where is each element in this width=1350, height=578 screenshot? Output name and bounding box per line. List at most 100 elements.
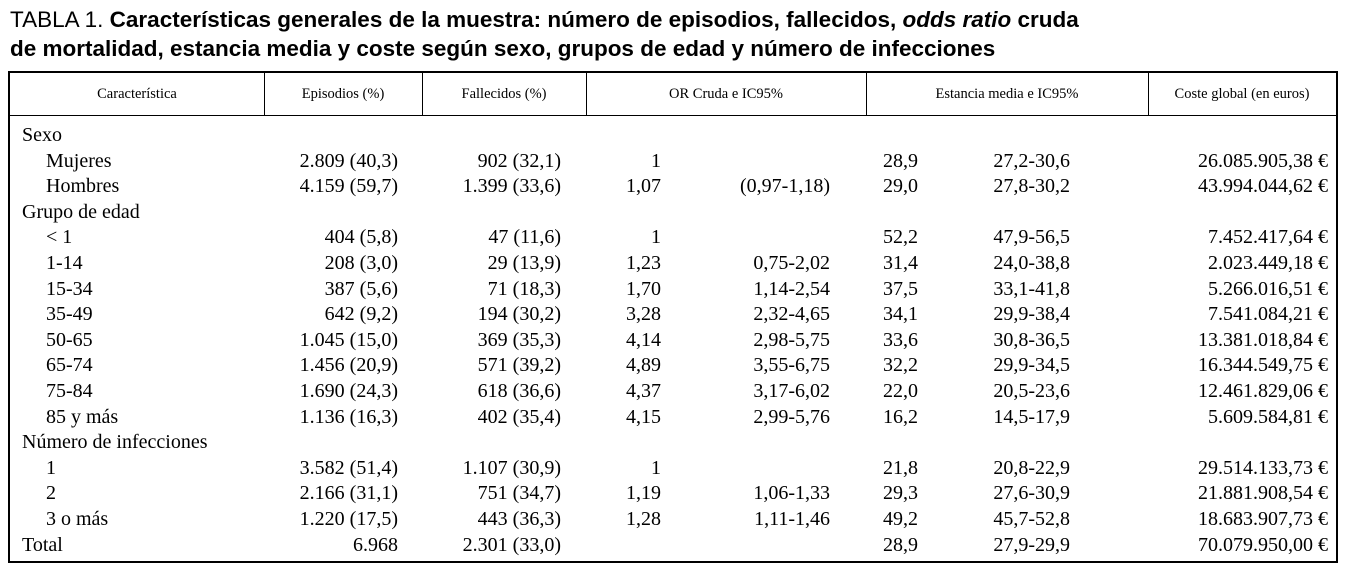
cell-coste: 12.461.829,06 € bbox=[1198, 379, 1328, 402]
cell-episodios: 387 (5,6) bbox=[324, 277, 398, 300]
table-row: 1-14 208 (3,0) 29 (13,9) 1,23 0,75-2,02 31,4 2… bbox=[10, 251, 1336, 277]
cell-fallecidos: 47 (11,6) bbox=[488, 226, 561, 249]
cell-coste: 21.881.908,54 € bbox=[1198, 482, 1328, 505]
cell-estancia: 22,0 bbox=[883, 379, 918, 402]
row-label: 3 o más bbox=[46, 507, 109, 530]
cell-fallecidos: 443 (36,3) bbox=[477, 507, 561, 530]
caption-title-italic: odds ratio bbox=[902, 7, 1012, 32]
cell-fallecidos: 618 (36,6) bbox=[477, 379, 561, 402]
row-label: 15-34 bbox=[46, 277, 93, 300]
row-group-label: Grupo de edad bbox=[22, 200, 140, 223]
cell-estancia: 16,2 bbox=[883, 405, 918, 428]
cell-coste: 5.609.584,81 € bbox=[1208, 405, 1328, 428]
table-row: 35-49 642 (9,2) 194 (30,2) 3,28 2,32-4,65 34,… bbox=[10, 302, 1336, 328]
table-caption: TABLA 1. Características generales de la… bbox=[10, 5, 1340, 63]
cell-or: 1 bbox=[651, 456, 661, 479]
cell-episodios: 2.809 (40,3) bbox=[299, 149, 398, 172]
cell-estancia: 37,5 bbox=[883, 277, 918, 300]
table-row: 2 2.166 (31,1) 751 (34,7) 1,19 1,06-1,33 29,3… bbox=[10, 481, 1336, 507]
table-row: Grupo de edad bbox=[10, 200, 1336, 226]
cell-episodios: 1.045 (15,0) bbox=[299, 328, 398, 351]
cell-fallecidos: 71 (18,3) bbox=[487, 277, 561, 300]
cell-estancia-ci: 27,6-30,9 bbox=[993, 482, 1070, 505]
caption-line-1: TABLA 1. Características generales de la… bbox=[10, 5, 1340, 34]
cell-or: 1,07 bbox=[626, 175, 661, 198]
header-divider bbox=[1148, 73, 1149, 115]
cell-fallecidos: 2.301 (33,0) bbox=[462, 533, 561, 556]
table-row: 1 3.582 (51,4) 1.107 (30,9) 1 21,8 20,8-22,9 2… bbox=[10, 456, 1336, 482]
table-row: 65-74 1.456 (20,9) 571 (39,2) 4,89 3,55-6,75… bbox=[10, 353, 1336, 379]
cell-or: 1,70 bbox=[626, 277, 661, 300]
cell-or-ci: (0,97-1,18) bbox=[740, 175, 830, 198]
cell-coste: 5.266.016,51 € bbox=[1208, 277, 1328, 300]
caption-title-part-1: Características generales de la muestra:… bbox=[109, 7, 897, 32]
table-row: 50-65 1.045 (15,0) 369 (35,3) 4,14 2,98-5,75… bbox=[10, 328, 1336, 354]
cell-coste: 7.541.084,21 € bbox=[1208, 303, 1328, 326]
cell-estancia-ci: 27,2-30,6 bbox=[993, 149, 1070, 172]
cell-or-ci: 2,98-5,75 bbox=[753, 328, 830, 351]
row-label: 1-14 bbox=[46, 251, 83, 274]
cell-or: 1 bbox=[651, 149, 661, 172]
header-fallecidos: Fallecidos (%) bbox=[461, 86, 547, 102]
cell-episodios: 1.136 (16,3) bbox=[299, 405, 398, 428]
table-row: 85 y más 1.136 (16,3) 402 (35,4) 4,15 2,99-5… bbox=[10, 405, 1336, 431]
cell-fallecidos: 1.107 (30,9) bbox=[462, 456, 561, 479]
cell-or-ci: 3,55-6,75 bbox=[753, 354, 830, 377]
row-label: 50-65 bbox=[46, 328, 93, 351]
cell-estancia-ci: 27,8-30,2 bbox=[993, 175, 1070, 198]
data-table: Característica Episodios (%) Fallecidos … bbox=[8, 71, 1338, 563]
cell-or: 4,37 bbox=[626, 379, 661, 402]
header-divider bbox=[586, 73, 587, 115]
table-row: Hombres 4.159 (59,7) 1.399 (33,6) 1,07 (0,97… bbox=[10, 174, 1336, 200]
row-label: 1 bbox=[46, 456, 56, 479]
header-episodios: Episodios (%) bbox=[301, 86, 385, 102]
cell-coste: 70.079.950,00 € bbox=[1198, 533, 1328, 556]
cell-estancia: 33,6 bbox=[883, 328, 918, 351]
table-row: 15-34 387 (5,6) 71 (18,3) 1,70 1,14-2,54 37,5… bbox=[10, 277, 1336, 303]
table-row: 3 o más 1.220 (17,5) 443 (36,3) 1,28 1,11-1,… bbox=[10, 507, 1336, 533]
cell-coste: 18.683.907,73 € bbox=[1198, 507, 1328, 530]
table-row: 75-84 1.690 (24,3) 618 (36,6) 4,37 3,17-6,02… bbox=[10, 379, 1336, 405]
cell-episodios: 3.582 (51,4) bbox=[299, 456, 398, 479]
cell-or: 1 bbox=[651, 226, 661, 249]
cell-estancia-ci: 29,9-38,4 bbox=[993, 303, 1070, 326]
table-row: Número de infecciones bbox=[10, 430, 1336, 456]
row-group-label: Número de infecciones bbox=[22, 431, 208, 454]
cell-fallecidos: 1.399 (33,6) bbox=[462, 175, 561, 198]
cell-fallecidos: 29 (13,9) bbox=[487, 251, 561, 274]
cell-or: 1,19 bbox=[626, 482, 661, 505]
row-label: 85 y más bbox=[46, 405, 119, 428]
table-body: Sexo Mujeres 2.809 (40,3) 902 (32,1) 1 28,9 27… bbox=[10, 123, 1336, 558]
cell-fallecidos: 402 (35,4) bbox=[477, 405, 561, 428]
cell-or-ci: 1,14-2,54 bbox=[753, 277, 830, 300]
cell-estancia-ci: 33,1-41,8 bbox=[993, 277, 1070, 300]
cell-or-ci: 1,06-1,33 bbox=[753, 482, 830, 505]
cell-episodios: 1.456 (20,9) bbox=[299, 354, 398, 377]
cell-estancia-ci: 27,9-29,9 bbox=[993, 533, 1070, 556]
cell-estancia-ci: 14,5-17,9 bbox=[993, 405, 1070, 428]
cell-or: 4,14 bbox=[626, 328, 661, 351]
cell-or-ci: 0,75-2,02 bbox=[753, 251, 830, 274]
caption-line-2: de mortalidad, estancia media y coste se… bbox=[10, 36, 996, 61]
cell-fallecidos: 369 (35,3) bbox=[477, 328, 561, 351]
row-label: < 1 bbox=[46, 226, 73, 249]
cell-or: 1,28 bbox=[626, 507, 661, 530]
row-group-label: Sexo bbox=[22, 124, 62, 146]
cell-or-ci: 2,99-5,76 bbox=[753, 405, 830, 428]
header-coste: Coste global (en euros) bbox=[1174, 86, 1310, 102]
cell-or: 3,28 bbox=[626, 303, 661, 326]
cell-estancia: 21,8 bbox=[883, 456, 918, 479]
header-estancia: Estancia media e IC95% bbox=[935, 86, 1079, 102]
cell-or-ci: 2,32-4,65 bbox=[753, 303, 830, 326]
table-row: Total 6.968 2.301 (33,0) 28,9 27,9-29,9 70.07… bbox=[10, 533, 1336, 559]
table-row: < 1 404 (5,8) 47 (11,6) 1 52,2 47,9-56,5 7.452… bbox=[10, 225, 1336, 251]
cell-episodios: 208 (3,0) bbox=[324, 251, 398, 274]
table-row: Mujeres 2.809 (40,3) 902 (32,1) 1 28,9 27,2-3… bbox=[10, 149, 1336, 175]
cell-episodios: 404 (5,8) bbox=[324, 226, 398, 249]
cell-estancia: 28,9 bbox=[883, 533, 918, 556]
table-header-row: Característica Episodios (%) Fallecidos … bbox=[10, 73, 1336, 116]
header-or: OR Cruda e IC95% bbox=[669, 86, 783, 102]
cell-estancia: 34,1 bbox=[883, 303, 918, 326]
cell-coste: 2.023.449,18 € bbox=[1208, 251, 1328, 274]
cell-estancia-ci: 47,9-56,5 bbox=[993, 226, 1070, 249]
